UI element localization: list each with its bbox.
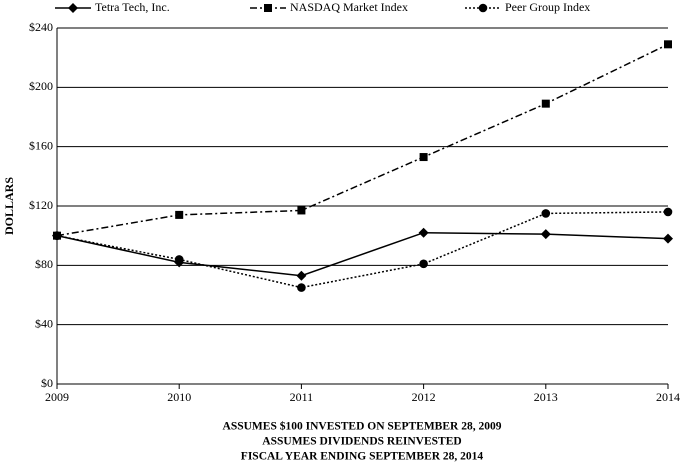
footnote: FISCAL YEAR ENDING SEPTEMBER 28, 2014 xyxy=(241,451,484,462)
marker xyxy=(541,99,550,108)
y-tick-label: $0 xyxy=(41,376,53,390)
series-line xyxy=(56,231,669,277)
y-tick-label: $240 xyxy=(29,20,53,34)
marker xyxy=(663,207,673,217)
marker xyxy=(297,206,306,215)
marker xyxy=(68,3,78,13)
marker xyxy=(175,210,184,219)
y-axis-label: DOLLARS xyxy=(2,177,16,235)
marker xyxy=(297,283,306,292)
legend-label: Tetra Tech, Inc. xyxy=(95,0,170,14)
x-tick-label: 2014 xyxy=(656,390,680,404)
y-tick-label: $120 xyxy=(29,198,53,212)
marker xyxy=(419,153,428,162)
series-line xyxy=(56,211,669,289)
x-tick-label: 2011 xyxy=(290,390,314,404)
x-tick-label: 2009 xyxy=(45,390,69,404)
x-tick-label: 2010 xyxy=(167,390,191,404)
marker xyxy=(478,3,488,13)
marker xyxy=(664,40,672,49)
series-line xyxy=(56,43,669,237)
legend-label: Peer Group Index xyxy=(505,0,590,14)
y-tick-label: $160 xyxy=(29,138,53,152)
marker xyxy=(174,255,184,264)
marker xyxy=(52,231,62,240)
x-tick-label: 2013 xyxy=(534,390,558,404)
marker xyxy=(663,233,673,244)
footnote: ASSUMES DIVIDENDS REINVESTED xyxy=(262,436,461,448)
legend-label: NASDAQ Market Index xyxy=(290,0,408,14)
marker xyxy=(418,227,429,238)
marker xyxy=(264,4,272,12)
footnote: ASSUMES $100 INVESTED ON SEPTEMBER 28, 2… xyxy=(223,420,502,433)
marker xyxy=(419,259,428,269)
y-tick-label: $40 xyxy=(35,316,53,330)
marker xyxy=(541,209,551,218)
marker xyxy=(540,229,551,240)
y-tick-label: $200 xyxy=(29,79,53,93)
marker xyxy=(296,270,307,281)
x-tick-label: 2012 xyxy=(412,390,436,404)
y-tick-label: $80 xyxy=(35,257,53,271)
